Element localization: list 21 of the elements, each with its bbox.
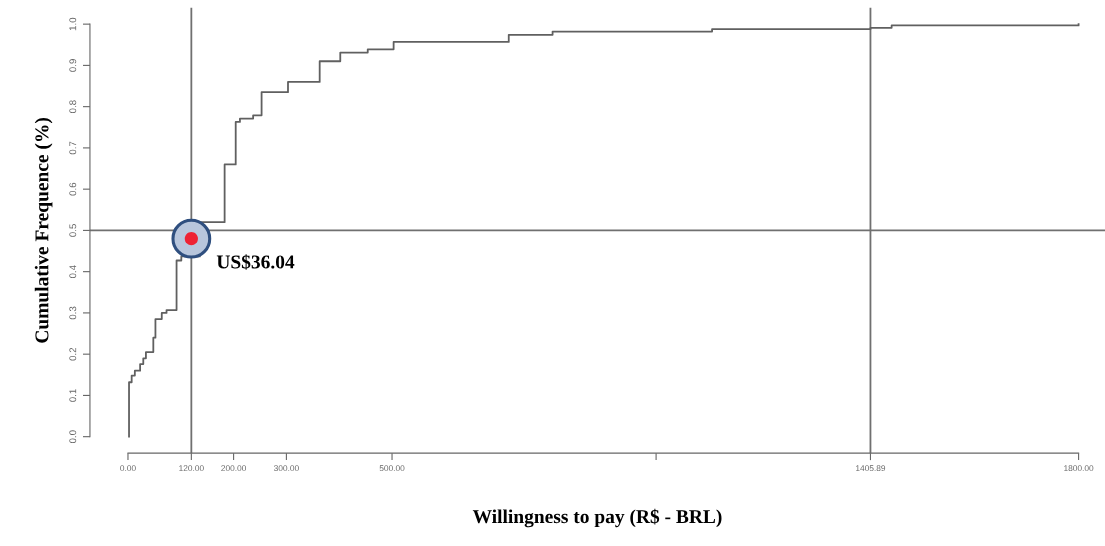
x-tick-label: 1405.89 xyxy=(856,465,886,472)
annotation: US$36.04 xyxy=(216,254,295,270)
y-tick-label: 0.5 xyxy=(69,224,77,237)
y-tick-label: 0.8 xyxy=(69,100,77,114)
x-tick-label: 300.00 xyxy=(273,465,299,472)
y-tick-label: 1.0 xyxy=(69,17,77,31)
x-tick-label: 0.00 xyxy=(120,465,136,472)
x-tick-label: 500.00 xyxy=(379,465,405,472)
x-axis-title: Willingness to pay (R$ - BRL) xyxy=(472,508,722,528)
y-axis-title: Cumulative Frequence (%) xyxy=(34,118,53,343)
y-tick-label: 0.7 xyxy=(69,141,77,155)
y-tick-label: 0.0 xyxy=(69,430,77,444)
y-tick-label: 0.4 xyxy=(69,265,77,279)
y-tick-label: 0.1 xyxy=(69,389,77,402)
y-tick-label: 0.6 xyxy=(69,182,77,196)
y-tick-label: 0.9 xyxy=(69,59,77,72)
x-tick-label: 1800.00 xyxy=(1064,465,1094,472)
x-tick-label: 120.00 xyxy=(179,465,204,472)
y-tick-label: 0.2 xyxy=(69,347,77,361)
y-tick-label: 0.3 xyxy=(69,306,77,320)
x-tick-label: 200.00 xyxy=(221,465,247,472)
